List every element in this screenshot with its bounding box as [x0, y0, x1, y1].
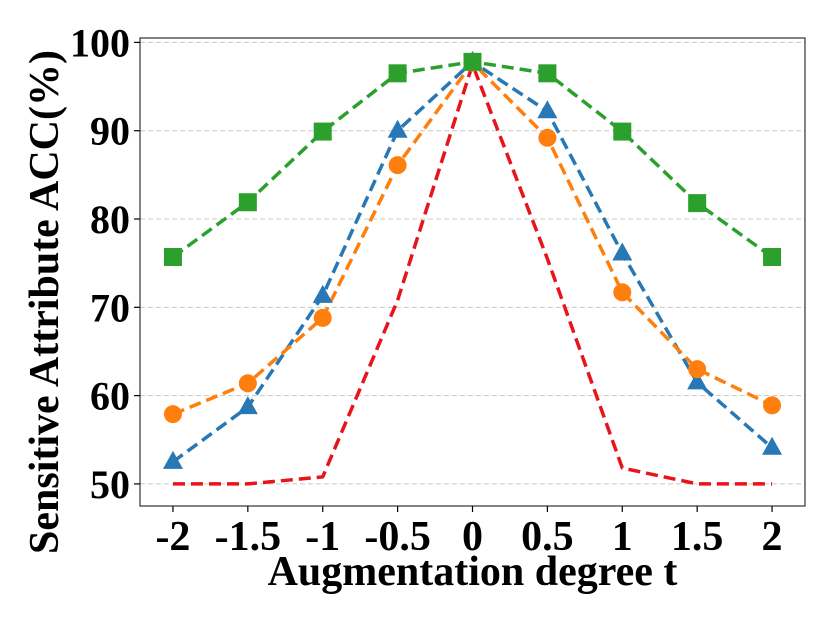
x-tick-label: -2 — [155, 514, 190, 560]
series-line-2 — [172, 60, 773, 416]
data-point-circle — [538, 128, 557, 147]
data-point-square — [763, 247, 782, 266]
data-point-square — [538, 64, 557, 83]
y-tick-label: 90 — [90, 109, 130, 154]
x-tick-label: -1.5 — [215, 514, 282, 560]
y-tick-label: 80 — [90, 197, 130, 242]
series-lines — [171, 60, 774, 486]
x-tick-label: 2 — [762, 514, 783, 560]
data-point-triangle — [762, 436, 783, 455]
data-point-square — [313, 122, 332, 141]
data-point-triangle — [162, 450, 183, 469]
data-point-circle — [163, 405, 182, 424]
data-point-square — [463, 52, 482, 71]
x-tick-label: 1.5 — [671, 514, 724, 560]
plot-frame — [139, 37, 806, 507]
y-tick-label: 60 — [90, 374, 130, 419]
data-point-circle — [313, 308, 332, 327]
data-point-square — [238, 193, 257, 212]
x-tick-label: -0.5 — [364, 514, 431, 560]
y-tick-label: 70 — [90, 285, 130, 330]
x-tick-label: 0 — [462, 514, 483, 560]
x-axis-ticks: -2 -1.5 -1 -0.5 0 0.5 1 1.5 2 — [155, 506, 783, 560]
data-point-triangle — [312, 284, 333, 303]
data-point-square — [388, 64, 407, 83]
data-point-triangle — [612, 242, 633, 261]
x-tick-label: -1 — [305, 514, 340, 560]
data-point-triangle — [687, 371, 708, 390]
x-axis-label: Augmentation degree t — [268, 549, 678, 595]
data-point-circle — [688, 360, 707, 379]
data-point-triangle — [237, 396, 258, 415]
y-tick-label: 100 — [70, 20, 130, 65]
y-tick-label: 50 — [90, 462, 130, 507]
data-point-triangle — [387, 119, 408, 138]
data-point-circle — [613, 283, 632, 302]
x-tick-label: 1 — [612, 514, 633, 560]
x-tick-label: 0.5 — [521, 514, 574, 560]
series-line-3 — [171, 60, 774, 259]
series-markers — [162, 50, 783, 469]
data-point-square — [613, 122, 632, 141]
series-line-1 — [171, 60, 774, 464]
y-axis-ticks: 50 60 70 80 90 100 — [70, 20, 140, 507]
data-point-circle — [763, 396, 782, 415]
data-point-circle — [388, 156, 407, 175]
grid-lines — [140, 41, 805, 485]
data-point-square — [163, 247, 182, 266]
data-point-square — [688, 194, 707, 213]
data-point-circle — [238, 374, 257, 393]
y-axis-label: Sensitive Attribute ACC(%) — [22, 50, 68, 554]
data-point-triangle — [537, 100, 558, 119]
series-line-0 — [173, 62, 772, 486]
